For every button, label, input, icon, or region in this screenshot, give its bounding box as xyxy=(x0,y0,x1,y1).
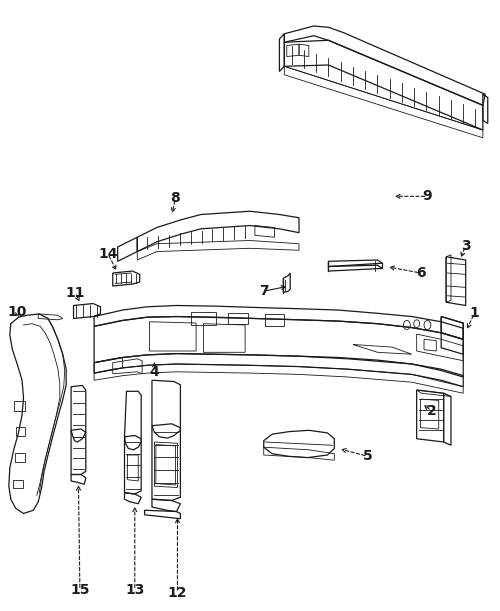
Text: 2: 2 xyxy=(426,404,436,418)
Text: 15: 15 xyxy=(70,584,89,597)
Text: 9: 9 xyxy=(422,189,432,203)
Circle shape xyxy=(414,320,420,327)
Text: 12: 12 xyxy=(168,586,187,600)
Text: 7: 7 xyxy=(259,284,268,298)
Text: 11: 11 xyxy=(65,285,85,299)
Text: 10: 10 xyxy=(8,305,27,319)
Text: 13: 13 xyxy=(125,584,144,597)
Text: 3: 3 xyxy=(461,239,470,253)
Text: 8: 8 xyxy=(170,191,180,205)
Circle shape xyxy=(424,320,431,329)
Circle shape xyxy=(404,320,410,329)
Text: 1: 1 xyxy=(470,306,480,320)
Text: 6: 6 xyxy=(416,266,426,280)
Text: 5: 5 xyxy=(363,449,372,463)
Text: 4: 4 xyxy=(150,365,160,379)
Text: 14: 14 xyxy=(98,246,117,260)
